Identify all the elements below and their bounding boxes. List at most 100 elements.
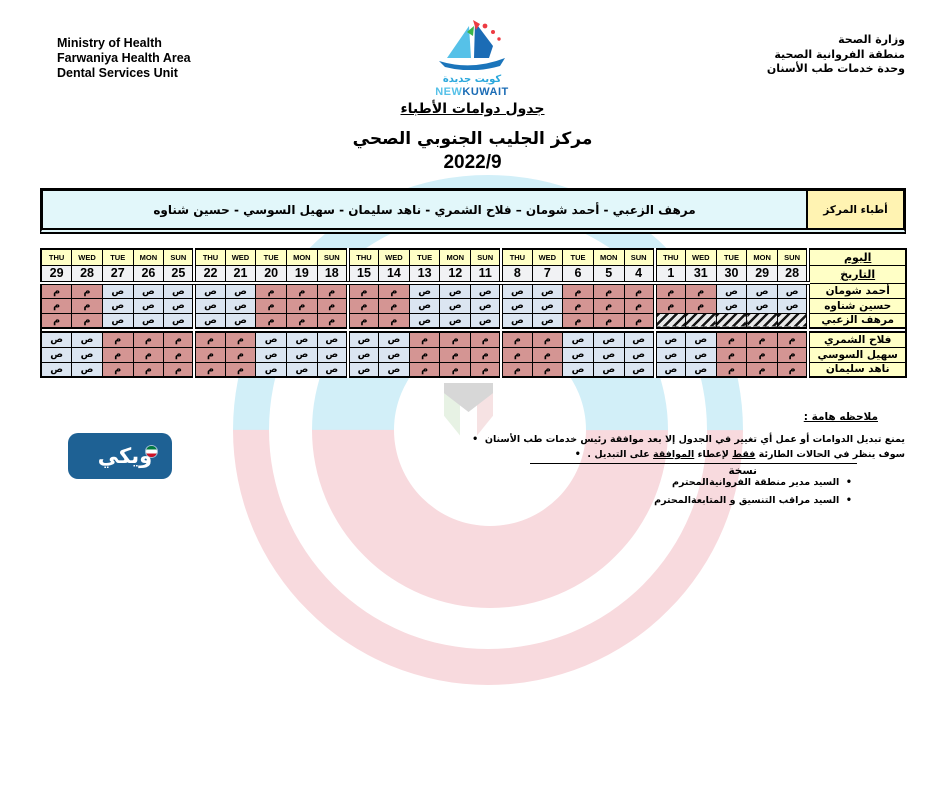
cc-recipient: • السيد مدير منطقة الفروانية bbox=[709, 477, 852, 488]
shift-cell: م bbox=[71, 282, 103, 299]
shift-cell: ص bbox=[652, 361, 686, 378]
shift-cell: م bbox=[499, 346, 533, 363]
date-cell: 28 bbox=[71, 264, 103, 285]
shift-cell: م bbox=[439, 331, 472, 348]
shift-cell: م bbox=[623, 312, 656, 329]
shift-cell: م bbox=[224, 346, 257, 363]
wiki-badge: ويكي bbox=[68, 433, 172, 479]
day-header-cell: SUN bbox=[623, 248, 656, 266]
shift-cell: م bbox=[562, 282, 594, 299]
shift-cell: م bbox=[715, 346, 748, 363]
shift-cell: م bbox=[439, 346, 472, 363]
date-cell: 29 bbox=[746, 264, 778, 285]
shift-cell: م bbox=[439, 361, 472, 378]
shift-cell: ص bbox=[715, 282, 748, 299]
shift-cell bbox=[746, 312, 778, 329]
shift-cell: ص bbox=[592, 346, 625, 363]
date-cell: 27 bbox=[101, 264, 134, 285]
shift-cell: ص bbox=[163, 312, 195, 329]
shift-cell: ص bbox=[408, 312, 441, 329]
shift-cell: ص bbox=[132, 312, 165, 329]
center-doctors-bar: مرهف الزعبي - أحمد شومان – فلاح الشمري -… bbox=[40, 188, 906, 234]
shift-cell bbox=[777, 312, 809, 329]
shift-cell: ص bbox=[652, 346, 686, 363]
shift-cell: ص bbox=[378, 361, 410, 378]
area-line: Farwaniya Health Area bbox=[57, 51, 191, 65]
shift-cell: م bbox=[40, 312, 73, 329]
letterhead-english: Ministry of Health Farwaniya Health Area… bbox=[57, 36, 191, 81]
day-header-cell: THU bbox=[40, 248, 73, 266]
shift-cell: م bbox=[715, 361, 748, 378]
date-cell: 29 bbox=[40, 264, 73, 285]
shift-cell: م bbox=[192, 331, 226, 348]
shift-cell: م bbox=[345, 282, 380, 299]
shift-cell: ص bbox=[777, 297, 809, 314]
document-title: جدول دوامات الأطباء bbox=[400, 101, 545, 117]
shift-cell: ص bbox=[531, 282, 564, 299]
logo-arabic-text: كويت جديدة bbox=[442, 74, 502, 85]
day-header-cell: SUN bbox=[163, 248, 195, 266]
shift-cell: ص bbox=[316, 361, 349, 378]
shift-cell: ص bbox=[345, 361, 380, 378]
shift-cell: م bbox=[316, 297, 349, 314]
doctor-shift-row: م م ص ص ص ص ص م م م م م ص ص ص ص ص م م م مرهف الزعبي bbox=[40, 312, 907, 329]
shift-cell: ص bbox=[378, 331, 410, 348]
shift-cell: م bbox=[316, 282, 349, 299]
shift-cell: م bbox=[562, 297, 594, 314]
shift-cell: م bbox=[684, 297, 717, 314]
shift-cell: ص bbox=[255, 346, 287, 363]
shift-cell: ص bbox=[224, 312, 257, 329]
shift-cell: م bbox=[255, 297, 287, 314]
shift-cell: ص bbox=[316, 346, 349, 363]
shift-cell: م bbox=[255, 282, 287, 299]
shift-cell: ص bbox=[715, 297, 748, 314]
doctor-shift-row: ص ص م م م م م ص ص ص ص ص م م م م م ص ص ص ص ص م م م فلاح الشمري bbox=[40, 331, 907, 348]
doctor-name-cell: مرهف الزعبي bbox=[806, 312, 907, 329]
shift-cell: م bbox=[101, 331, 134, 348]
day-header-cell: TUE bbox=[255, 248, 287, 266]
new-kuwait-logo: كويت جديدة NEWKUWAIT bbox=[397, 18, 547, 99]
shift-cell: م bbox=[746, 346, 778, 363]
shift-cell: ص bbox=[101, 312, 134, 329]
shift-cell: ص bbox=[163, 282, 195, 299]
shift-cell: ص bbox=[592, 331, 625, 348]
shift-cell: ص bbox=[470, 282, 502, 299]
shift-cell: م bbox=[684, 282, 717, 299]
ministry-line: Ministry of Health bbox=[57, 36, 162, 50]
day-header-cell: THU bbox=[345, 248, 380, 266]
shift-cell: م bbox=[378, 282, 410, 299]
shift-cell: ص bbox=[470, 312, 502, 329]
doctor-name-cell: فلاح الشمري bbox=[806, 331, 907, 348]
shift-cell: ص bbox=[623, 331, 656, 348]
bullet-icon: • bbox=[574, 449, 581, 460]
copy-label: نسخة bbox=[728, 465, 757, 477]
shift-cell bbox=[652, 312, 686, 329]
shift-cell: ص bbox=[499, 297, 533, 314]
shift-cell: ص bbox=[499, 312, 533, 329]
day-label-cell: اليوم bbox=[806, 248, 907, 266]
shift-cell: ص bbox=[378, 346, 410, 363]
shift-cell: م bbox=[101, 346, 134, 363]
shift-cell: ص bbox=[132, 297, 165, 314]
shift-cell: ص bbox=[40, 346, 73, 363]
shift-cell: ص bbox=[439, 312, 472, 329]
shift-cell: ص bbox=[408, 297, 441, 314]
shift-cell: م bbox=[531, 361, 564, 378]
copy-separator-line bbox=[530, 463, 857, 464]
shift-cell: م bbox=[652, 282, 686, 299]
date-cell: 21 bbox=[224, 264, 257, 285]
doctor-shift-row: ص ص م م م م م ص ص ص ص ص م م م م م ص ص ص ص ص م م م ناهد سليمان bbox=[40, 361, 907, 378]
shift-cell: ص bbox=[316, 331, 349, 348]
date-cell: 15 bbox=[345, 264, 380, 285]
day-header-cell: TUE bbox=[101, 248, 134, 266]
shift-cell: م bbox=[408, 361, 441, 378]
doctor-name-cell: ناهد سليمان bbox=[806, 361, 907, 378]
shift-cell: م bbox=[378, 297, 410, 314]
shift-cell: م bbox=[746, 361, 778, 378]
schedule-period: 2022/9 bbox=[443, 152, 502, 173]
shift-cell: ص bbox=[531, 312, 564, 329]
area-line-ar: منطقة الفروانية الصحية bbox=[774, 47, 905, 61]
shift-cell: ص bbox=[684, 331, 717, 348]
shift-cell: ص bbox=[101, 297, 134, 314]
shift-cell: ص bbox=[777, 282, 809, 299]
